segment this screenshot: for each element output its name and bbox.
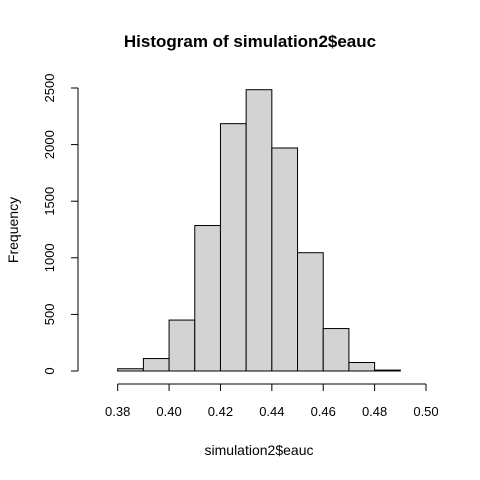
histogram-bar-7 — [271, 147, 299, 372]
histogram-bar-11 — [374, 369, 401, 372]
y-tick-label-5: 2000 — [42, 130, 57, 159]
x-tick-label-7: 0.50 — [413, 404, 438, 419]
histogram-bar-4 — [194, 225, 221, 372]
x-tick-label-2: 0.40 — [156, 404, 181, 419]
y-axis-label: Frequency — [5, 197, 21, 263]
x-tick-label-4: 0.44 — [259, 404, 284, 419]
y-tick-label-4: 1500 — [42, 187, 57, 216]
histogram-bar-1 — [117, 368, 144, 372]
y-tick-label-6: 2500 — [42, 74, 57, 103]
x-axis-label: simulation2$eauc — [205, 442, 314, 458]
histogram-bar-8 — [297, 252, 324, 372]
chart-title: Histogram of simulation2$eauc — [124, 32, 376, 51]
x-axis: 0.38 0.40 0.42 0.44 0.46 0.48 0.50 — [105, 383, 439, 419]
y-tick-label-2: 500 — [42, 304, 57, 326]
y-tick-label-3: 1000 — [42, 243, 57, 272]
bars-group — [117, 89, 401, 372]
x-tick-label-1: 0.38 — [105, 404, 130, 419]
y-axis: 0 500 1000 1500 2000 2500 — [42, 74, 79, 375]
x-tick-label-5: 0.46 — [311, 404, 336, 419]
x-tick-label-3: 0.42 — [208, 404, 233, 419]
x-tick-label-6: 0.48 — [362, 404, 387, 419]
histogram-bar-5 — [219, 123, 247, 372]
histogram-bar-3 — [168, 319, 196, 372]
histogram-bar-2 — [142, 358, 170, 372]
y-tick-label-1: 0 — [42, 367, 57, 374]
histogram-bar-6 — [245, 89, 273, 372]
histogram-bar-9 — [322, 328, 350, 372]
histogram-bar-10 — [348, 362, 376, 372]
